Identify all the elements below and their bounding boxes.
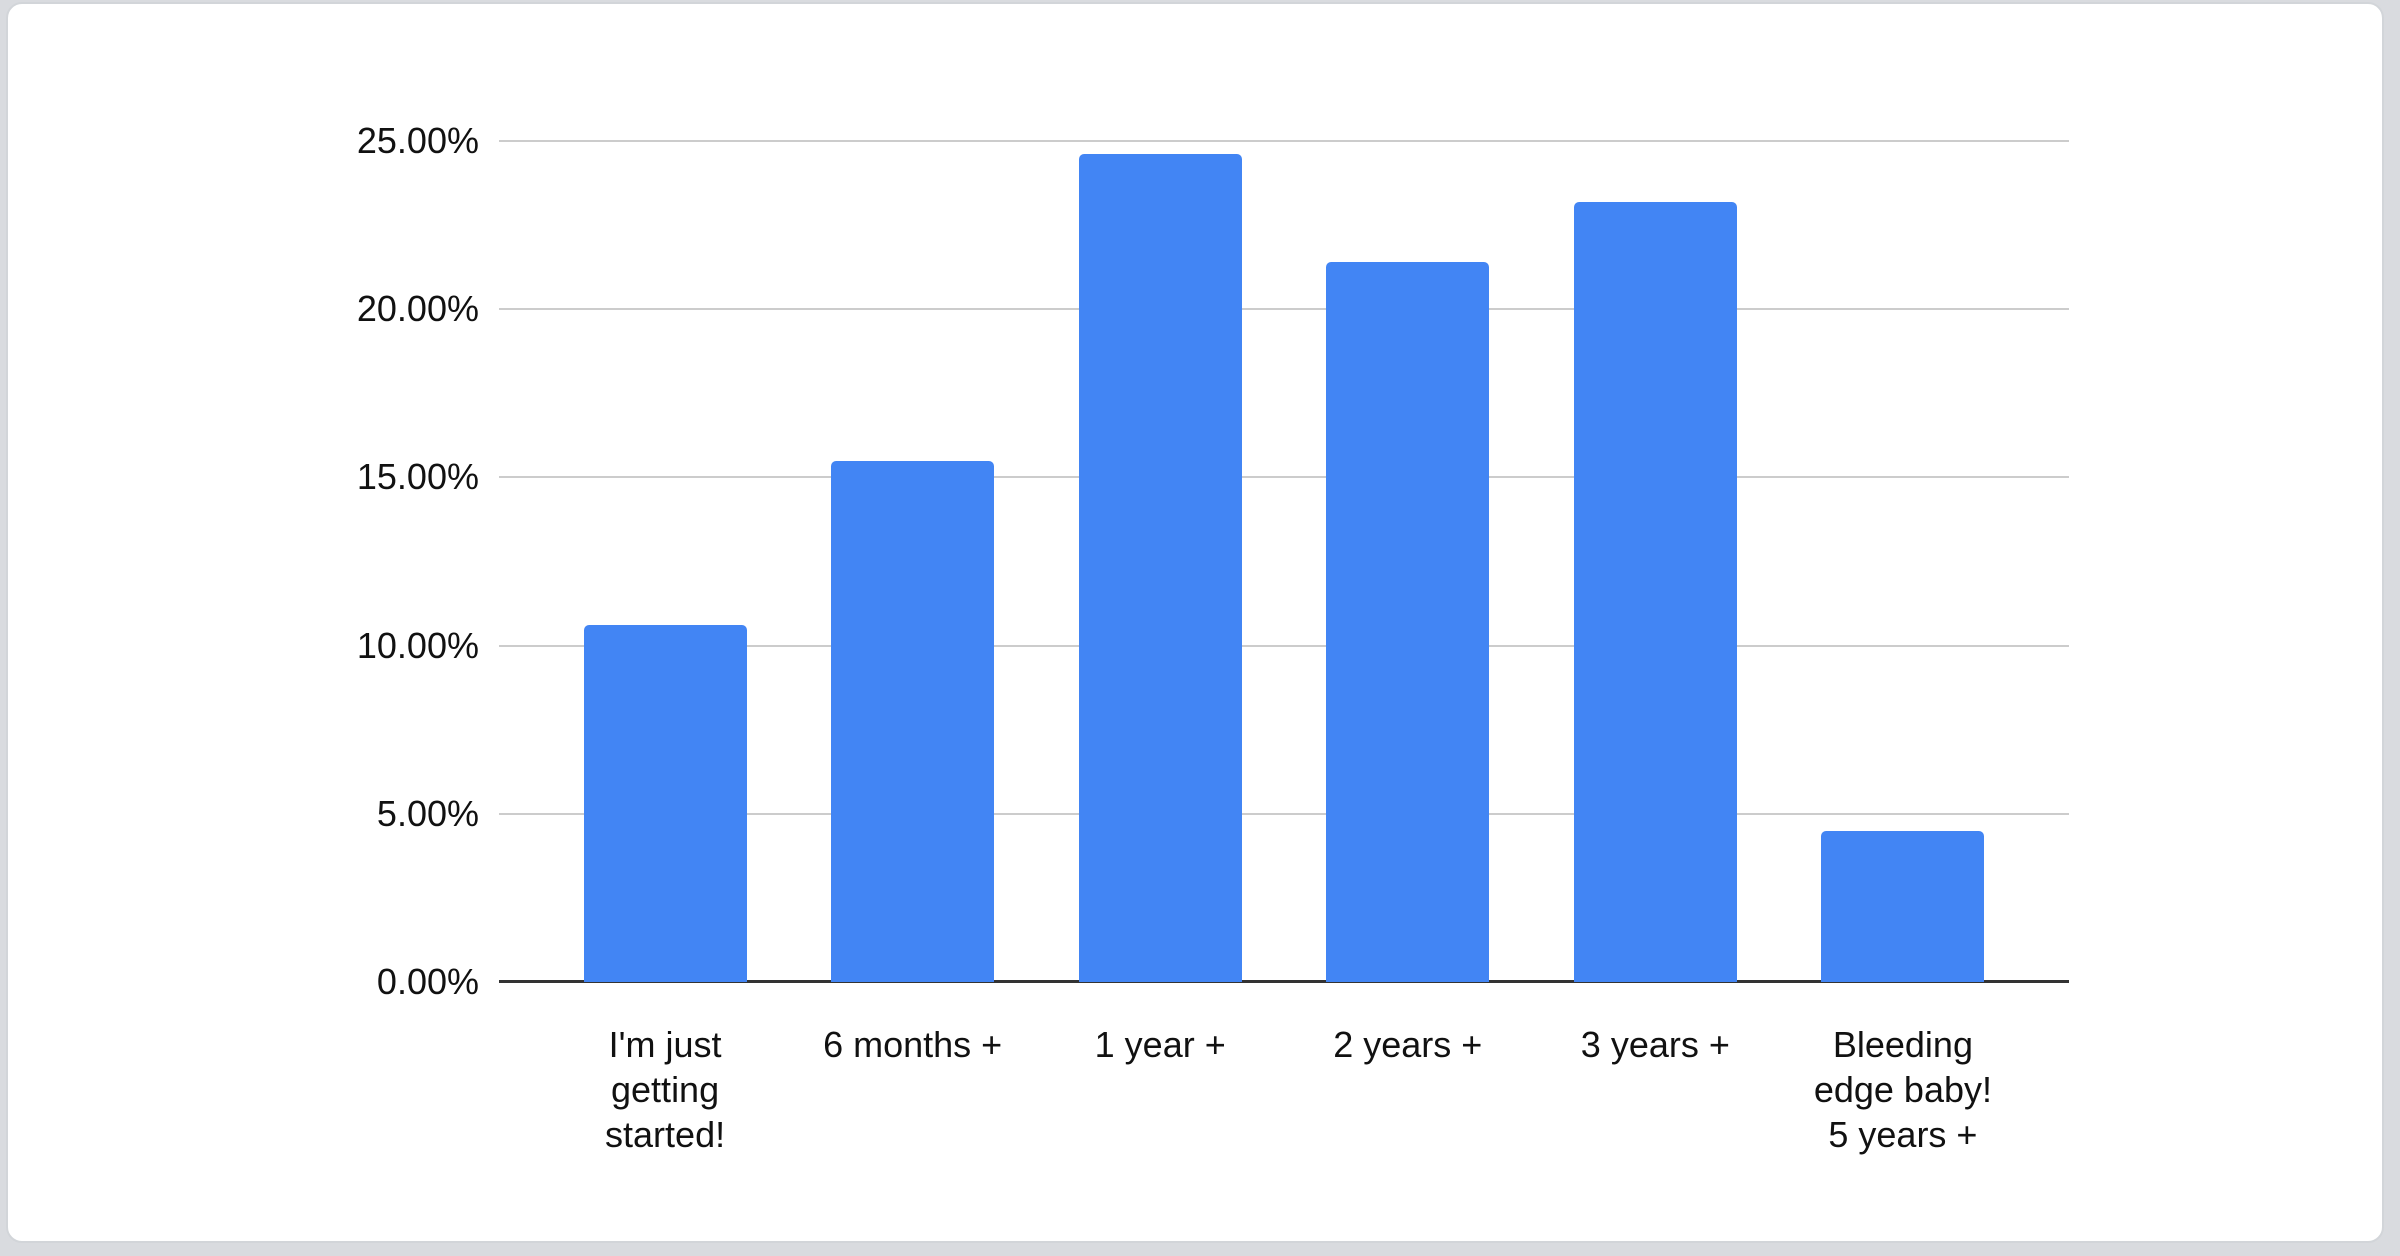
y-axis-tick-label: 0.00% (376, 961, 479, 1002)
x-axis-category-label-line: 2 years + (1333, 1024, 1483, 1065)
x-axis-category-label-line: started! (605, 1114, 726, 1155)
bar-chart: 25.00% 20.00% 15.00% 10.00% 5.00% 0.00% I'm j… (8, 4, 2382, 1241)
x-axis-category-label-line: 5 years + (1828, 1114, 1978, 1155)
x-axis-category-label: 2 years + (1278, 1022, 1538, 1067)
bar-4[interactable] (1326, 262, 1490, 982)
plot-area (499, 140, 2069, 983)
bar-3[interactable] (1078, 154, 1242, 982)
gridline-15pct (499, 476, 2069, 479)
gridline-10pct (499, 644, 2069, 647)
gridline-25pct (499, 140, 2069, 142)
bars-layer (499, 141, 2069, 982)
y-axis-tick-label: 5.00% (376, 792, 479, 834)
bar-5[interactable] (1573, 201, 1737, 982)
x-axis-category-label: 3 years + (1525, 1022, 1785, 1067)
x-axis-category-label-line: Bleeding (1832, 1024, 1973, 1065)
y-axis-tick-label: 25.00% (356, 120, 479, 161)
x-axis-category-label: 6 months + (783, 1022, 1043, 1067)
x-axis-category-label-line: 3 years + (1580, 1024, 1730, 1065)
gridline-5pct (499, 812, 2069, 815)
y-axis-tick-label: 20.00% (356, 288, 479, 330)
gridline-20pct (499, 308, 2069, 311)
x-axis-category-label: I'm just getting started! (535, 1022, 795, 1157)
bar-6[interactable] (1821, 830, 1985, 982)
bar-2[interactable] (831, 460, 995, 982)
chart-card: 25.00% 20.00% 15.00% 10.00% 5.00% 0.00% I'm j… (6, 2, 2384, 1243)
x-axis-category-label: Bleeding edge baby! 5 years + (1773, 1022, 2033, 1157)
y-axis-tick-label: 15.00% (356, 456, 479, 498)
x-axis-category-label-line: I'm just (608, 1024, 722, 1065)
x-axis-category-label-line: 1 year + (1094, 1024, 1226, 1065)
x-axis-category-label-line: 6 months + (823, 1024, 1003, 1065)
bar-1[interactable] (583, 625, 747, 982)
x-axis-line (499, 980, 2069, 983)
x-axis-category-label: 1 year + (1030, 1022, 1290, 1067)
x-axis-category-label-line: edge baby! (1813, 1069, 1992, 1110)
y-axis-tick-label: 10.00% (356, 624, 479, 666)
x-axis-category-label-line: getting (611, 1069, 720, 1110)
